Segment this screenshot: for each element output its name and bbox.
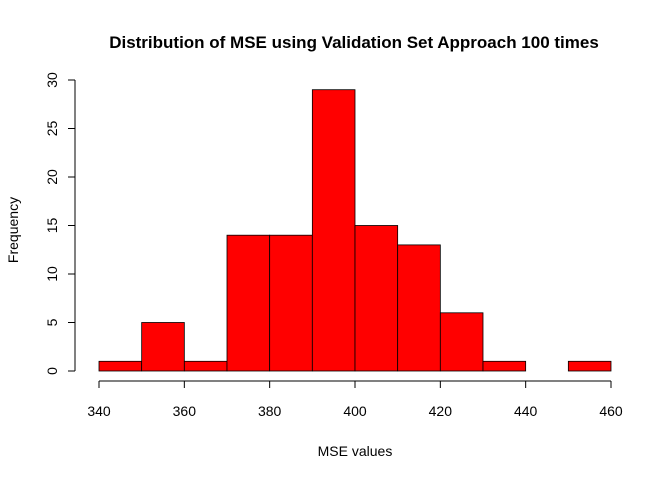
histogram-bar [482, 360, 527, 372]
y-tick-label: 0 [44, 367, 60, 375]
histogram-bar [439, 312, 484, 372]
chart-title: Distribution of MSE using Validation Set… [109, 33, 599, 52]
x-tick-label: 340 [87, 403, 111, 419]
y-axis-label: Frequency [5, 197, 21, 263]
histogram-bar [397, 244, 441, 372]
histogram-bar [567, 360, 612, 372]
x-tick-label: 380 [258, 403, 282, 419]
histogram-bar [311, 89, 356, 372]
x-tick-label: 360 [173, 403, 197, 419]
y-tick-label: 10 [44, 266, 60, 282]
y-tick-label: 20 [44, 169, 60, 185]
x-tick-label: 460 [599, 403, 623, 419]
histogram-bar [354, 225, 399, 372]
histogram-bar [226, 234, 271, 372]
x-tick-label: 420 [429, 403, 453, 419]
histogram-bar [98, 360, 143, 372]
histogram-bar [183, 360, 228, 372]
y-tick-label: 15 [44, 218, 60, 234]
x-axis: 340 360 380 400 420 440 460 [87, 380, 623, 419]
y-tick-label: 30 [44, 72, 60, 88]
bars-group [98, 89, 612, 372]
x-axis-label: MSE values [318, 443, 393, 459]
y-tick-label: 25 [44, 121, 60, 137]
histogram-bar [141, 322, 185, 372]
x-tick-label: 400 [343, 403, 367, 419]
y-axis: 0 5 10 15 20 25 30 [44, 72, 76, 375]
x-tick-label: 440 [514, 403, 538, 419]
y-tick-label: 5 [44, 318, 60, 326]
histogram-bar [269, 234, 313, 372]
